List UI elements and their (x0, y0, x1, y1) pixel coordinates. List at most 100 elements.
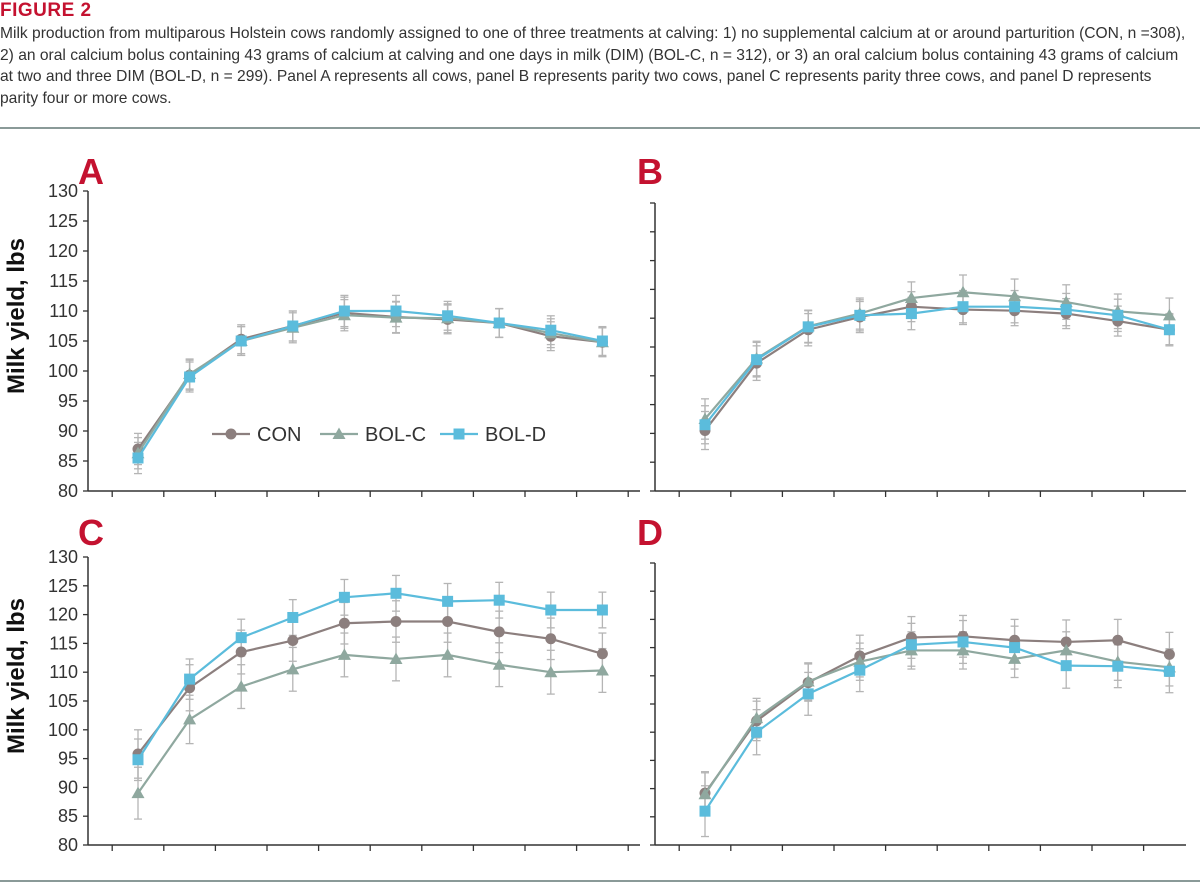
data-point-bol-c (492, 658, 506, 670)
data-point-bol-c (441, 648, 455, 660)
data-point-bol-c (956, 285, 970, 298)
series-line-bol-c (137, 653, 603, 794)
series-line-bol-c (137, 314, 603, 454)
series-line-bol-d (704, 640, 1170, 812)
data-point-bol-d (442, 310, 454, 322)
data-point-con (1060, 636, 1072, 648)
data-point-bol-d (1009, 301, 1021, 313)
y-tick-label: 110 (49, 301, 78, 321)
data-point-bol-c (1008, 652, 1022, 664)
data-point-bol-d (802, 321, 814, 333)
data-point-bol-d (854, 664, 866, 676)
data-point-bol-d (184, 371, 196, 383)
data-point-bol-c (183, 712, 197, 725)
legend-marker-bol-d (453, 428, 465, 440)
series-line-bol-d (137, 592, 603, 761)
panel-letter: C (78, 512, 104, 553)
data-point-bol-d (905, 639, 917, 651)
data-point-bol-c (698, 787, 712, 800)
y-tick-label: 115 (49, 633, 78, 653)
y-tick-label: 80 (58, 481, 78, 501)
data-point-con (493, 626, 505, 638)
data-point-bol-c (234, 680, 248, 692)
data-point-con (390, 616, 402, 628)
series-line-con (137, 620, 603, 755)
series-line-con (704, 305, 1170, 432)
y-tick-label: 100 (48, 720, 78, 740)
data-point-bol-c (904, 291, 918, 304)
y-axis-label: Milk yield, lbs (3, 598, 30, 754)
series-line-bol-c (704, 649, 1170, 795)
panel-letter: D (637, 512, 663, 553)
data-point-bol-c (801, 674, 815, 687)
data-point-bol-d (235, 335, 247, 347)
data-point-bol-d (1163, 324, 1175, 336)
data-point-bol-c (1162, 308, 1176, 321)
data-point-bol-d (1060, 304, 1072, 316)
data-point-bol-d (287, 320, 299, 332)
data-point-con (1112, 634, 1124, 646)
data-point-bol-d (854, 309, 866, 321)
series-line-bol-d (704, 305, 1170, 426)
data-point-bol-d (545, 604, 557, 616)
data-point-bol-d (338, 591, 350, 603)
y-axis-label: Milk yield, lbs (3, 238, 30, 394)
legend-marker-con (225, 428, 237, 440)
panel-a: A Milk yield, lbs 80 85 90 95 100 105 110 115 120 1… (3, 151, 640, 501)
data-point-con (235, 646, 247, 658)
data-point-bol-d (596, 335, 608, 347)
y-tick-label: 90 (58, 777, 78, 797)
data-point-bol-d (235, 632, 247, 644)
data-point-bol-d (1163, 665, 1175, 677)
legend-label-bol-d: BOL-D (485, 424, 546, 446)
data-point-bol-d (390, 587, 402, 599)
y-tick-label: 100 (48, 361, 78, 381)
data-point-bol-c (1008, 289, 1022, 302)
data-point-bol-d (957, 636, 969, 648)
data-point-bol-d (442, 595, 454, 607)
data-point-con (545, 633, 557, 645)
series-line-con (704, 635, 1170, 794)
legend-label-con: CON (257, 424, 301, 446)
y-tick-label: 95 (58, 391, 78, 411)
data-point-bol-d (545, 324, 557, 336)
data-point-con (596, 648, 608, 660)
data-point-bol-c (853, 655, 867, 667)
data-point-bol-c (337, 648, 351, 660)
data-point-bol-d (957, 301, 969, 313)
data-point-bol-c (286, 662, 300, 675)
data-point-bol-c (389, 652, 403, 664)
y-tick-label: 125 (48, 576, 78, 596)
y-tick-label: 125 (48, 211, 78, 231)
data-point-bol-c (595, 663, 609, 676)
legend: CON BOL-C BOL-D (212, 424, 546, 446)
data-point-bol-d (751, 354, 763, 366)
y-tick-label: 90 (58, 421, 78, 441)
data-point-bol-d (699, 805, 711, 817)
data-point-bol-d (699, 419, 711, 431)
y-tick-label: 85 (58, 451, 78, 471)
data-point-bol-d (751, 726, 763, 738)
figure-label: FIGURE 2 (0, 0, 92, 21)
top-divider (0, 127, 1200, 129)
figure-caption: Milk production from multiparous Holstei… (0, 25, 1186, 107)
data-point-bol-c (389, 311, 403, 323)
data-point-bol-d (132, 754, 144, 766)
bottom-divider (0, 880, 1200, 882)
data-point-bol-d (338, 305, 350, 317)
data-point-con (287, 635, 299, 647)
data-point-bol-d (184, 673, 196, 685)
legend-marker-bol-c (332, 427, 346, 439)
legend-label-bol-c: BOL-C (365, 424, 426, 446)
data-point-bol-d (1060, 660, 1072, 672)
y-tick-label: 130 (48, 181, 78, 201)
series-line-bol-c (704, 291, 1170, 420)
data-point-bol-d (1009, 642, 1021, 654)
y-tick-label: 120 (48, 241, 78, 261)
y-tick-label: 120 (48, 605, 78, 625)
y-tick-label: 115 (49, 271, 78, 291)
y-tick-label: 80 (58, 835, 78, 855)
data-point-bol-c (544, 665, 558, 678)
y-tick-label: 130 (48, 547, 78, 567)
